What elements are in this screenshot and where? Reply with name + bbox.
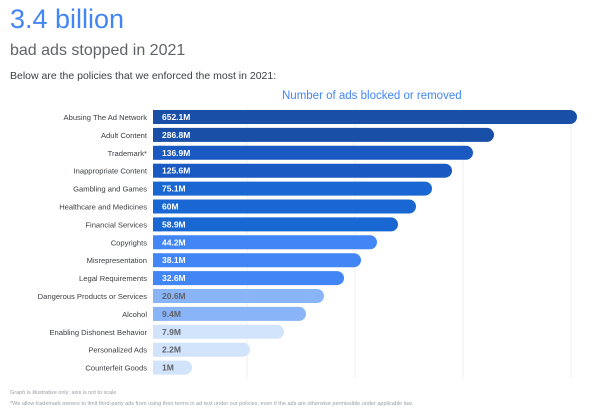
category-label: Abusing The Ad Network <box>64 113 148 122</box>
data-label: 2.2M <box>162 345 181 355</box>
category-label: Legal Requirements <box>79 274 147 283</box>
bar-base <box>153 253 161 268</box>
data-label: 44.2M <box>162 237 186 247</box>
data-label: 136.9M <box>162 148 190 158</box>
data-label: 286.8M <box>162 130 190 140</box>
data-label: 75.1M <box>162 184 186 194</box>
category-label: Misrepresentation <box>87 256 147 265</box>
bar <box>153 342 250 357</box>
bar <box>153 289 324 303</box>
category-label: Enabling Dishonest Behavior <box>49 328 147 337</box>
bar-chart: Abusing The Ad Network 652.1M Adult Conten… <box>38 108 577 378</box>
data-label: 20.6M <box>162 291 186 301</box>
intro-text: Below are the policies that we enforced … <box>10 70 277 82</box>
bar-base <box>153 181 161 196</box>
data-label: 1M <box>162 363 174 373</box>
bar-base <box>153 235 161 250</box>
bar-base <box>153 217 161 232</box>
bar <box>153 360 192 375</box>
subheadline: bad ads stopped in 2021 <box>10 42 186 59</box>
bar <box>153 145 473 160</box>
bar <box>153 306 306 321</box>
headline: 3.4 billion <box>10 4 125 34</box>
bar <box>153 324 284 339</box>
data-label: 58.9M <box>162 219 186 229</box>
chart-title: Number of ads blocked or removed <box>282 90 462 102</box>
bar <box>153 217 398 232</box>
data-label: 7.9M <box>162 327 181 337</box>
bar <box>153 199 416 214</box>
bar <box>153 163 452 178</box>
data-label: 9.4M <box>162 309 181 319</box>
scale-note: Graph is illustrative only; axis is not … <box>10 390 117 396</box>
bar-base <box>153 110 161 124</box>
bar-base <box>153 163 161 178</box>
bar-base <box>153 324 161 339</box>
category-label: Adult Content <box>101 131 148 140</box>
bar-base <box>153 306 161 321</box>
bar-base <box>153 342 161 357</box>
bar <box>153 235 377 250</box>
bar <box>153 110 577 124</box>
data-label: 652.1M <box>162 112 190 122</box>
bar <box>153 127 494 142</box>
bar-base <box>153 127 161 142</box>
bar-base <box>153 360 161 375</box>
bar-base <box>153 199 161 214</box>
data-label: 38.1M <box>162 255 186 265</box>
bar <box>153 181 432 196</box>
bar <box>153 253 361 268</box>
category-label: Personalized Ads <box>88 346 147 355</box>
category-label: Trademark* <box>108 149 147 158</box>
category-label: Counterfeit Goods <box>85 364 147 373</box>
category-label: Dangerous Products or Services <box>38 292 148 301</box>
category-label: Alcohol <box>122 310 147 319</box>
category-label: Financial Services <box>85 220 147 229</box>
bar <box>153 271 344 286</box>
bar-base <box>153 145 161 160</box>
category-label: Gambling and Games <box>73 185 147 194</box>
bar-base <box>153 271 161 286</box>
trademark-footnote: *We allow trademark owners to limit thir… <box>10 401 414 407</box>
category-label: Healthcare and Medicines <box>59 203 147 212</box>
category-label: Copyrights <box>111 238 147 247</box>
bar-base <box>153 289 161 303</box>
category-label: Inappropriate Content <box>74 167 148 176</box>
data-label: 60M <box>162 202 179 212</box>
data-label: 125.6M <box>162 166 190 176</box>
data-label: 32.6M <box>162 273 186 283</box>
